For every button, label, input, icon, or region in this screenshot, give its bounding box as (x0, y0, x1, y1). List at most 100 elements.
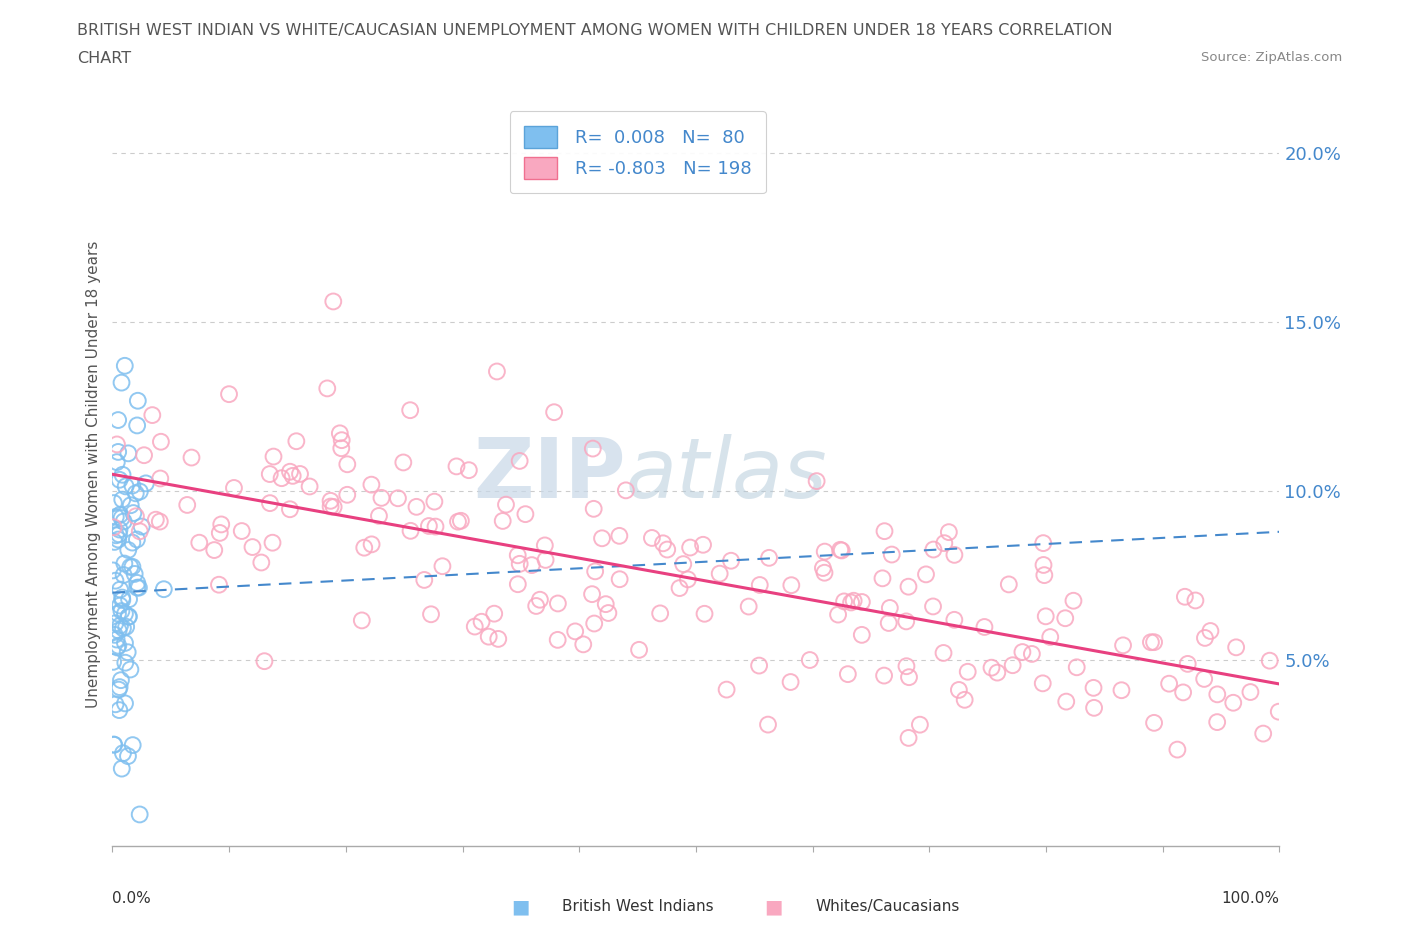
Point (1083, 700, 1105, 715)
Point (110, 511, 132, 525)
Point (676, 572, 699, 587)
Point (908, 717, 931, 732)
Point (121, 535, 143, 550)
Point (118, 609, 141, 624)
Point (350, 613, 373, 628)
Point (127, 418, 149, 432)
Point (104, 697, 127, 711)
Point (1066, 660, 1088, 675)
Point (242, 539, 264, 554)
Point (547, 632, 569, 647)
Point (756, 717, 779, 732)
Point (524, 599, 547, 614)
Point (709, 566, 731, 581)
Point (202, 542, 225, 557)
Point (111, 492, 134, 507)
Point (322, 294, 344, 309)
Text: ■: ■ (763, 897, 783, 916)
Point (149, 471, 172, 485)
Point (1033, 567, 1056, 582)
Point (420, 607, 443, 622)
Point (572, 637, 595, 652)
Point (114, 656, 136, 671)
Point (108, 522, 131, 537)
Point (399, 403, 422, 418)
Point (121, 737, 143, 752)
Point (450, 513, 472, 528)
Point (101, 563, 124, 578)
Point (672, 557, 695, 572)
Point (628, 643, 651, 658)
Point (104, 510, 127, 525)
Point (716, 682, 738, 697)
Point (595, 597, 617, 612)
Point (980, 660, 1002, 675)
Point (779, 674, 801, 689)
Point (543, 405, 565, 419)
Text: BRITISH WEST INDIAN VS WHITE/CAUCASIAN UNEMPLOYMENT AMONG WOMEN WITH CHILDREN UN: BRITISH WEST INDIAN VS WHITE/CAUCASIAN U… (77, 23, 1112, 38)
Point (336, 487, 359, 502)
Point (108, 472, 131, 487)
Text: Source: ZipAtlas.com: Source: ZipAtlas.com (1202, 51, 1343, 64)
Point (360, 537, 382, 551)
Point (120, 662, 142, 677)
Point (1206, 687, 1229, 702)
Point (1194, 631, 1216, 645)
Point (117, 542, 139, 557)
Point (281, 469, 304, 484)
Point (1054, 694, 1077, 709)
Point (851, 594, 873, 609)
Point (262, 536, 284, 551)
Point (492, 513, 515, 528)
Point (208, 525, 231, 540)
Point (872, 571, 894, 586)
Point (457, 463, 479, 478)
Point (253, 654, 276, 669)
Point (117, 609, 139, 624)
Point (1171, 685, 1194, 700)
Point (529, 592, 551, 607)
Text: Whites/Caucasians: Whites/Caucasians (815, 899, 960, 914)
Point (180, 450, 202, 465)
Point (509, 556, 531, 571)
Point (932, 645, 955, 660)
Point (112, 556, 135, 571)
Point (799, 653, 821, 668)
Point (278, 502, 301, 517)
Point (839, 595, 862, 610)
Point (1062, 593, 1084, 608)
Point (509, 454, 531, 469)
Point (485, 364, 508, 379)
Point (153, 582, 176, 597)
Point (105, 640, 128, 655)
Point (1222, 696, 1244, 711)
Point (231, 524, 253, 538)
Point (127, 576, 149, 591)
Point (360, 477, 382, 492)
Point (1199, 623, 1222, 638)
Point (105, 437, 128, 452)
Point (922, 599, 945, 614)
Point (737, 599, 759, 614)
Text: 0.0%: 0.0% (112, 891, 152, 906)
Point (679, 540, 702, 555)
Point (104, 573, 127, 588)
Point (250, 555, 273, 570)
Point (1225, 640, 1247, 655)
Point (103, 520, 125, 535)
Point (1021, 646, 1043, 661)
Point (520, 558, 543, 573)
Point (432, 559, 454, 574)
Point (484, 606, 506, 621)
Point (1039, 630, 1062, 644)
Point (806, 473, 828, 488)
Point (986, 665, 1008, 680)
Point (108, 703, 131, 718)
Point (114, 479, 136, 494)
Point (387, 491, 409, 506)
Point (209, 517, 232, 532)
Point (515, 507, 537, 522)
Point (108, 618, 131, 633)
Point (149, 514, 172, 529)
Point (1184, 593, 1206, 608)
